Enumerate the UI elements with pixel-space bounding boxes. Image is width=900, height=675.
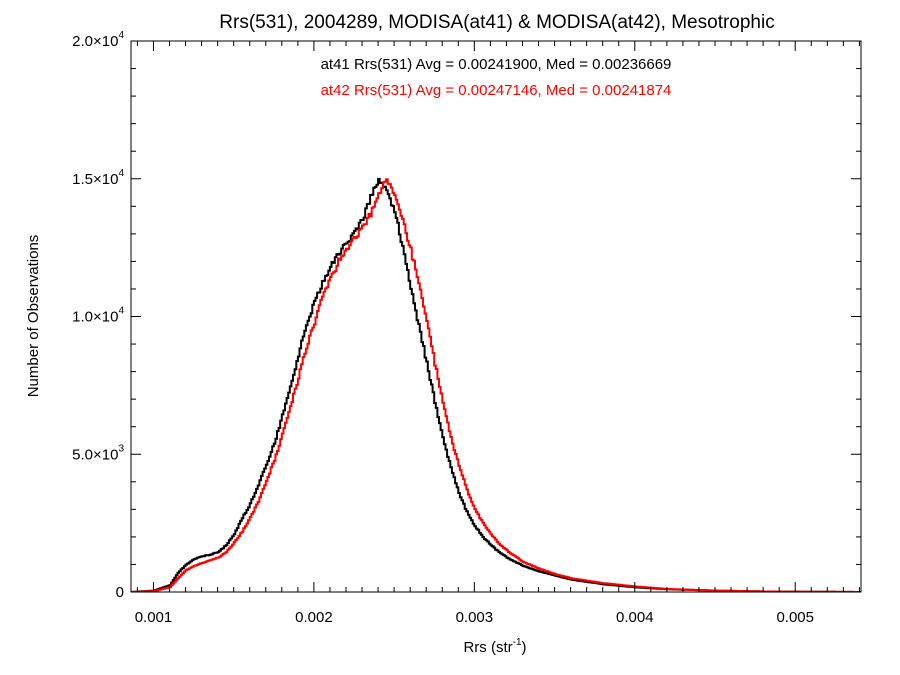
plot-frame <box>130 40 862 593</box>
x-axis: 0.001 0.002 0.003 0.004 0.005 <box>135 41 860 626</box>
annotation-at42: at42 Rrs(531) Avg = 0.00247146, Med = 0.… <box>321 82 672 99</box>
y-tick-label: 5.0×103 <box>72 443 124 463</box>
x-tick-label: 0.004 <box>616 609 654 626</box>
y-tick-label: 1.5×104 <box>72 168 124 188</box>
y-tick-label: 1.0×104 <box>72 306 124 326</box>
chart-title: Rrs(531), 2004289, MODISA(at41) & MODISA… <box>219 12 774 33</box>
x-axis-label-sup: -1 <box>513 637 522 648</box>
y-axis: 0 5.0×103 1.0×104 1.5×104 2.0×104 <box>72 30 861 601</box>
series-line-at41 <box>131 177 861 592</box>
annotation-at41: at41 Rrs(531) Avg = 0.00241900, Med = 0.… <box>321 56 672 73</box>
x-tick-label: 0.002 <box>295 609 333 626</box>
y-axis-label: Number of Observations <box>25 235 42 398</box>
x-tick-label: 0.001 <box>135 609 173 626</box>
x-tick-label: 0.003 <box>456 609 494 626</box>
x-tick-label: 0.005 <box>776 609 814 626</box>
y-tick-label: 0 <box>116 584 124 601</box>
x-axis-label: Rrs (str-1) <box>463 637 526 656</box>
series-layer <box>131 177 861 592</box>
x-axis-label-main: Rrs (str <box>463 639 512 656</box>
x-axis-label-tail: ) <box>522 639 527 656</box>
y-tick-label: 2.0×104 <box>72 30 124 50</box>
series-line-at42 <box>131 178 861 592</box>
